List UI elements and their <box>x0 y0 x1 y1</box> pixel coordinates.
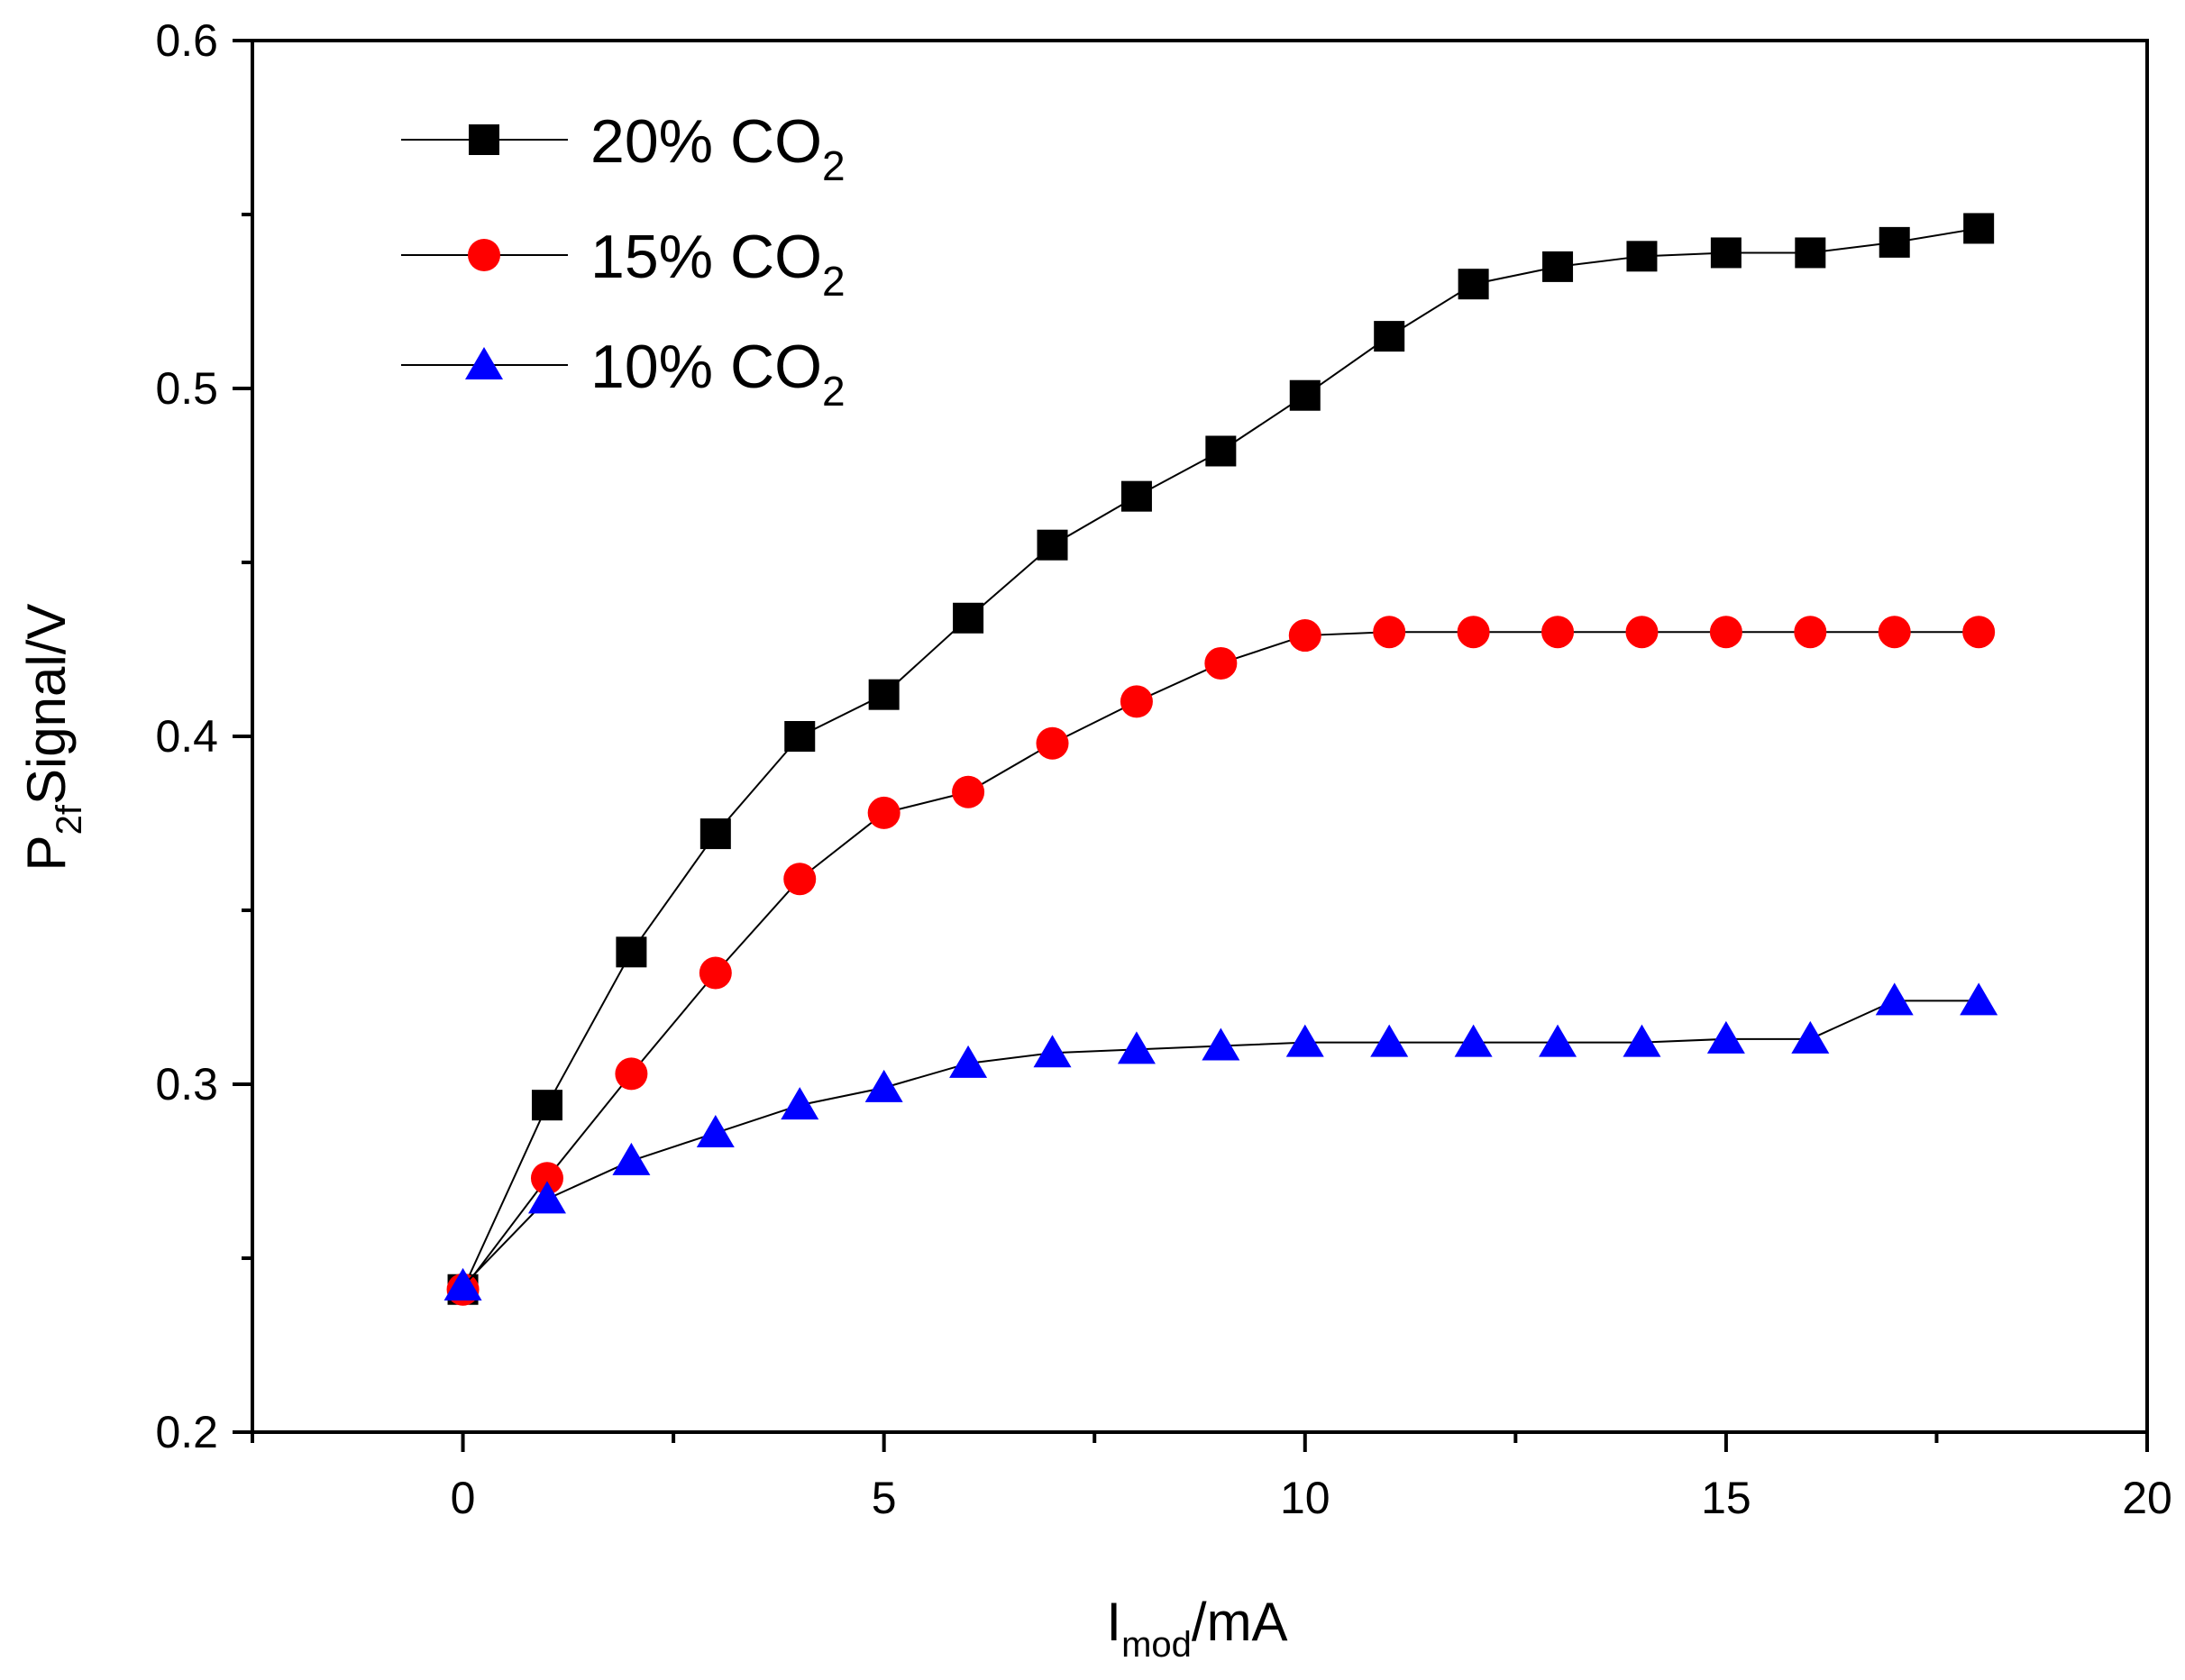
data-point <box>1542 251 1574 282</box>
data-point <box>1458 269 1489 300</box>
data-point <box>615 1057 648 1091</box>
y-axis-title: P2fSignal/V <box>16 604 89 872</box>
data-point <box>949 1045 988 1078</box>
data-point <box>867 796 901 829</box>
data-point <box>1706 1020 1745 1054</box>
x-tick-label: 10 <box>1280 1473 1330 1523</box>
data-point <box>616 936 647 968</box>
data-point <box>443 1267 482 1301</box>
data-point <box>1370 1024 1409 1057</box>
data-point <box>1288 619 1321 653</box>
data-point <box>1373 616 1406 649</box>
plot-series <box>443 213 1998 1306</box>
x-tick-label: 20 <box>2122 1473 2172 1523</box>
data-point <box>1963 213 1995 244</box>
data-point <box>699 956 732 990</box>
data-point <box>1120 480 1152 512</box>
y-tick-label: 0.4 <box>155 711 218 762</box>
series-3 <box>443 982 1998 1301</box>
y-tick-label: 0.2 <box>155 1407 218 1457</box>
data-point <box>612 1142 651 1175</box>
data-point <box>1457 616 1490 649</box>
data-point <box>1289 379 1321 411</box>
axis-ticks: 0 5 10 15 20 0.2 0.3 0.4 0.5 0.6 <box>155 15 2171 1523</box>
data-point <box>696 1115 735 1148</box>
data-point <box>1036 726 1069 760</box>
series-line <box>462 631 1979 1291</box>
data-point <box>531 1090 562 1121</box>
data-point <box>1962 616 1996 649</box>
data-point <box>1791 1020 1830 1054</box>
data-point <box>1879 226 1910 258</box>
data-point <box>864 1069 903 1102</box>
data-point <box>699 818 731 850</box>
y-tick-label: 0.5 <box>155 363 218 414</box>
data-point <box>1033 1035 1072 1068</box>
data-point <box>527 1181 566 1214</box>
data-point <box>530 1162 563 1195</box>
y-tick-label: 0.3 <box>155 1059 218 1109</box>
legend-label: 10% CO2 <box>590 333 846 415</box>
x-axis-title: Imod/mA <box>1106 1592 1287 1665</box>
data-point <box>1454 1024 1493 1057</box>
data-point <box>1710 237 1742 269</box>
data-point <box>1709 616 1742 649</box>
data-point <box>1623 1024 1661 1057</box>
y-tick-label: 0.6 <box>155 15 218 66</box>
data-point <box>1878 616 1911 649</box>
legend-entry-3: 10% CO2 <box>401 333 846 415</box>
data-point <box>952 775 985 808</box>
legend: 20% CO2 15% CO2 10% CO2 <box>401 107 846 415</box>
data-point <box>1539 1024 1577 1057</box>
data-point <box>1117 1031 1156 1064</box>
data-point <box>1794 616 1827 649</box>
legend-entry-2: 15% CO2 <box>401 223 846 305</box>
data-point <box>1205 435 1237 467</box>
legend-marker <box>468 239 500 271</box>
legend-entry-1: 20% CO2 <box>401 107 846 189</box>
plot-frame <box>251 39 2149 1434</box>
data-point <box>1120 685 1153 718</box>
legend-marker <box>469 124 499 155</box>
legend-marker <box>465 347 503 379</box>
data-point <box>783 863 817 896</box>
legend-label: 20% CO2 <box>590 107 846 189</box>
data-point <box>953 602 984 634</box>
data-point <box>1795 237 1826 269</box>
data-point <box>1374 321 1405 352</box>
data-point <box>1037 529 1068 561</box>
series-2 <box>446 616 1996 1306</box>
legend-label: 15% CO2 <box>590 223 846 305</box>
x-tick-label: 5 <box>872 1473 897 1523</box>
x-tick-label: 15 <box>1701 1473 1751 1523</box>
data-point <box>1625 616 1659 649</box>
data-point <box>1541 616 1575 649</box>
data-point <box>781 1087 819 1120</box>
data-point <box>1202 1027 1240 1061</box>
x-tick-label: 0 <box>451 1473 476 1523</box>
data-point <box>868 679 900 710</box>
data-point <box>1875 982 1914 1016</box>
data-point <box>1285 1024 1324 1057</box>
data-point <box>1960 982 1998 1016</box>
data-point <box>1204 646 1238 680</box>
data-point <box>784 721 816 752</box>
data-point <box>1626 241 1658 272</box>
